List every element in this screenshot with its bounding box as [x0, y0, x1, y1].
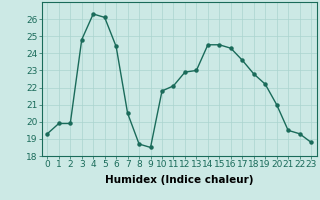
- X-axis label: Humidex (Indice chaleur): Humidex (Indice chaleur): [105, 175, 253, 185]
